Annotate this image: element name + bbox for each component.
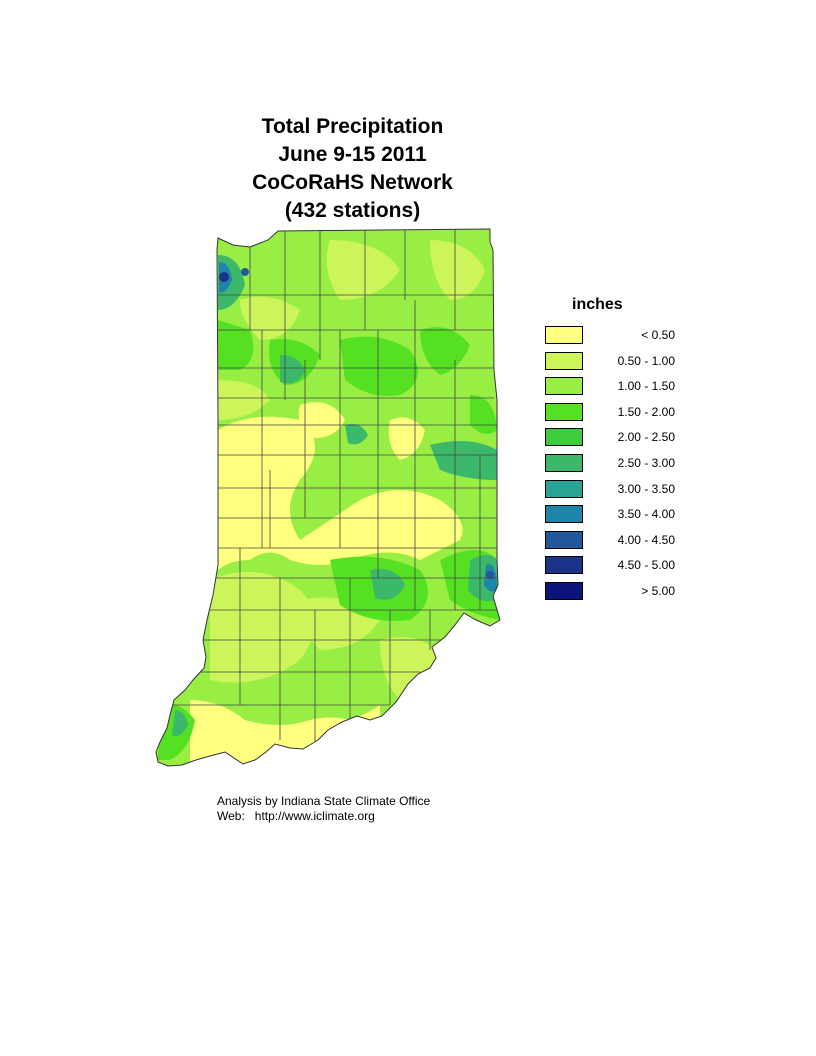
legend-item: 2.50 - 3.00 (545, 454, 675, 474)
legend-swatch (545, 505, 583, 524)
legend-item: 4.50 - 5.00 (545, 556, 675, 576)
legend-item: 3.00 - 3.50 (545, 479, 675, 500)
legend-swatch (545, 454, 583, 472)
legend-item: 2.00 - 2.50 (545, 428, 675, 448)
legend-item: 1.00 - 1.50 (545, 377, 675, 397)
legend-item: < 0.50 (545, 326, 675, 346)
legend-label: 3.00 - 3.50 (617, 481, 675, 496)
legend-swatch (545, 351, 583, 370)
legend-swatch (545, 402, 583, 421)
credit-analysis: Analysis by Indiana State Climate Office (217, 794, 431, 808)
legend-label: 2.00 - 2.50 (617, 430, 675, 445)
precipitation-fill (156, 229, 500, 766)
legend-label: 0.50 - 1.00 (617, 353, 675, 368)
legend-swatch (545, 428, 583, 447)
map-date-range: June 9-15 2011 (278, 143, 427, 166)
legend-label: < 0.50 (641, 328, 675, 342)
legend-swatch (545, 326, 583, 344)
map-title: Total Precipitation (261, 115, 444, 138)
legend-item: > 5.00 (545, 582, 675, 602)
legend-label: 3.50 - 4.00 (617, 507, 675, 522)
legend-label: 4.50 - 5.00 (617, 558, 675, 573)
map-network: CoCoRaHS Network (252, 171, 453, 194)
legend-item: 1.50 - 2.00 (545, 402, 675, 423)
legend-title: inches (572, 296, 623, 313)
legend-swatch (545, 479, 583, 498)
legend-item: 3.50 - 4.00 (545, 505, 675, 525)
county-boundaries (170, 229, 497, 745)
map-station-count: (432 stations) (284, 199, 421, 222)
credit-web: Web: http://www.iclimate.org (217, 809, 375, 823)
indiana-state-outline (155, 228, 501, 767)
legend-swatch (545, 377, 583, 396)
legend-item: 4.00 - 4.50 (545, 530, 675, 551)
legend-label: 2.50 - 3.00 (617, 456, 675, 470)
legend-swatch (545, 556, 583, 575)
legend-item: 0.50 - 1.00 (545, 351, 675, 372)
legend-label: 1.00 - 1.50 (617, 379, 675, 394)
legend-label: > 5.00 (641, 584, 675, 598)
legend-label: 4.00 - 4.50 (617, 532, 675, 547)
legend-label: 1.50 - 2.00 (617, 404, 675, 419)
legend-swatch (545, 530, 583, 549)
legend-swatch (545, 582, 583, 600)
